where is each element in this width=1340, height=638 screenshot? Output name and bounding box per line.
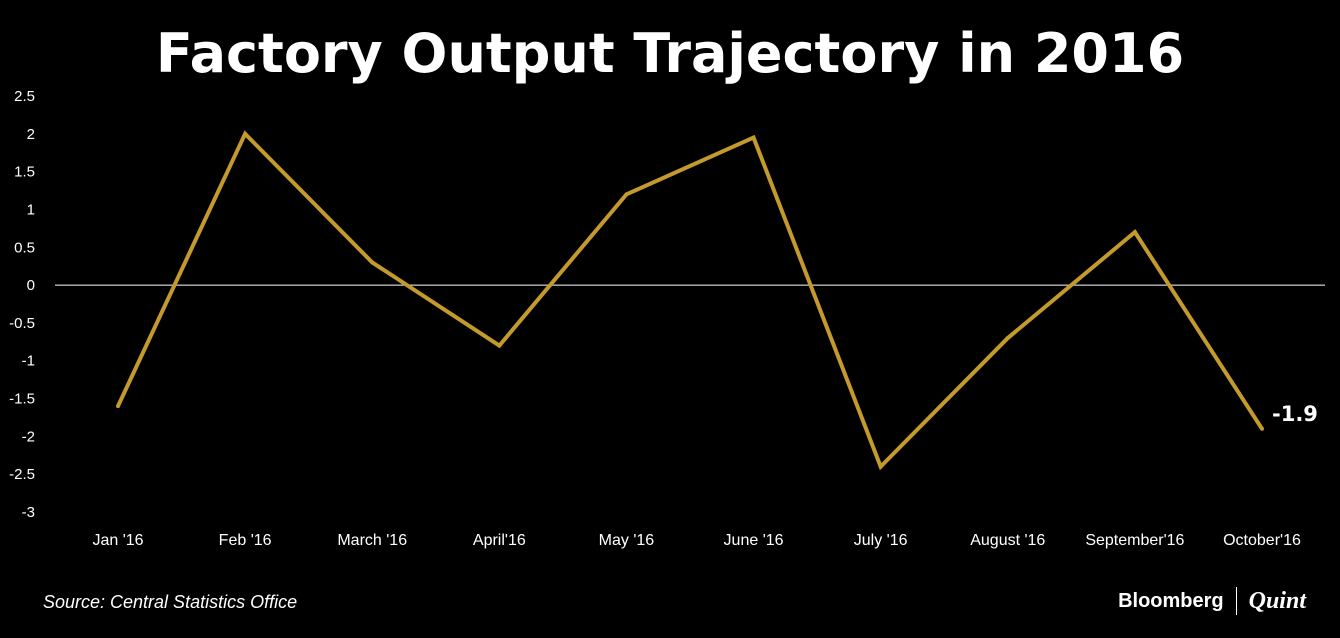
- data-label-last: -1.9: [1272, 402, 1318, 426]
- data-point: [243, 131, 248, 136]
- y-tick-label: -0.5: [9, 315, 35, 332]
- data-points: [116, 131, 1264, 469]
- y-tick-label: 2: [27, 126, 35, 143]
- x-tick-label: March '16: [337, 532, 407, 549]
- data-point: [624, 192, 629, 197]
- x-axis: Jan '16 Feb '16 March '16 April'16 May '16 Ju…: [92, 532, 1301, 549]
- data-point: [1132, 230, 1137, 235]
- y-tick-label: -1: [22, 353, 35, 370]
- brand-primary: Bloomberg: [1118, 589, 1224, 612]
- y-tick-label: 2.5: [14, 88, 35, 105]
- brand-divider: [1235, 587, 1237, 615]
- x-tick-label: July '16: [854, 532, 908, 549]
- x-tick-label: June '16: [724, 532, 784, 549]
- line-chart: 2.5 2 1.5 1 0.5 0 -0.5 -1 -1.5 -2 -2.5 -3 Jan '16 Fe…: [9, 88, 1325, 549]
- x-tick-label: October'16: [1223, 532, 1301, 549]
- x-tick-label: Feb '16: [219, 532, 272, 549]
- y-tick-label: 1: [27, 201, 35, 218]
- data-point: [370, 260, 375, 265]
- y-axis: 2.5 2 1.5 1 0.5 0 -0.5 -1 -1.5 -2 -2.5 -3: [9, 88, 35, 521]
- chart-title: Factory Output Trajectory in 2016: [155, 22, 1185, 85]
- y-tick-label: 0.5: [14, 239, 35, 256]
- brand-secondary: Quint: [1248, 587, 1306, 614]
- x-tick-label: August '16: [970, 532, 1045, 549]
- x-tick-label: May '16: [599, 532, 655, 549]
- x-tick-label: April'16: [473, 532, 526, 549]
- x-tick-label: Jan '16: [92, 532, 143, 549]
- y-tick-label: -2: [22, 428, 35, 445]
- y-tick-label: -3: [22, 504, 35, 521]
- y-tick-label: -1.5: [9, 391, 35, 408]
- data-point: [1260, 426, 1264, 431]
- y-tick-label: 1.5: [14, 164, 35, 181]
- series-line: [116, 130, 1264, 471]
- y-tick-label: -2.5: [9, 466, 35, 483]
- data-point: [878, 464, 883, 469]
- data-point: [751, 135, 756, 140]
- data-point: [1005, 336, 1010, 341]
- brand-logo: Bloomberg Quint: [1118, 587, 1306, 615]
- x-tick-label: September'16: [1085, 532, 1184, 549]
- source-note: Source: Central Statistics Office: [43, 592, 298, 612]
- data-point: [116, 404, 120, 409]
- data-point: [497, 343, 502, 348]
- y-tick-label: 0: [27, 277, 35, 294]
